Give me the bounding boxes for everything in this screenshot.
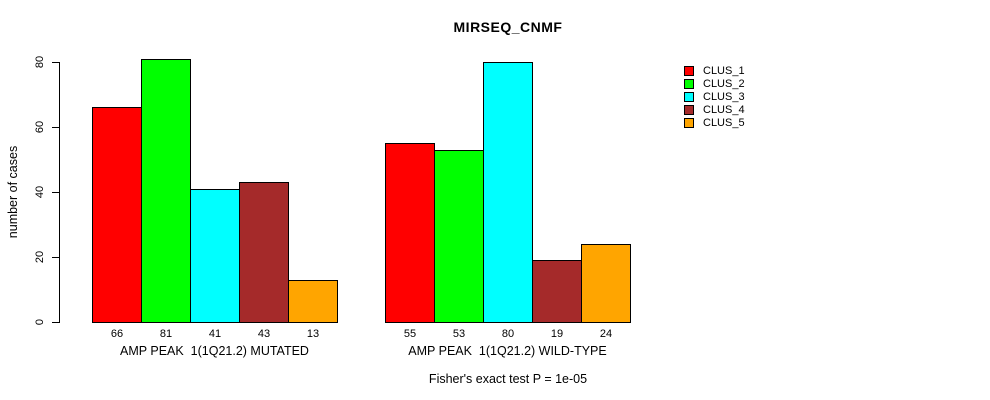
bar bbox=[190, 189, 240, 323]
bar bbox=[483, 62, 533, 323]
legend-swatch bbox=[684, 79, 694, 89]
bar bbox=[385, 143, 435, 323]
bar bbox=[532, 260, 582, 323]
bar bbox=[288, 280, 338, 323]
y-axis-title: number of cases bbox=[6, 145, 20, 239]
legend-label: CLUS_2 bbox=[703, 78, 745, 90]
y-tick bbox=[52, 62, 59, 63]
bar-value-label: 24 bbox=[599, 328, 613, 340]
group-label: AMP PEAK 1(1Q21.2) WILD-TYPE bbox=[408, 344, 607, 358]
bar-value-label: 53 bbox=[452, 328, 466, 340]
legend-label: CLUS_3 bbox=[703, 91, 745, 103]
legend-label: CLUS_1 bbox=[703, 65, 745, 77]
legend-swatch bbox=[684, 118, 694, 128]
annotation-text: Fisher's exact test P = 1e-05 bbox=[428, 372, 588, 386]
chart-title: MIRSEQ_CNMF bbox=[453, 19, 563, 35]
y-tick-label: 20 bbox=[34, 250, 46, 264]
bar bbox=[434, 150, 484, 323]
bar bbox=[239, 182, 289, 323]
bar-value-label: 81 bbox=[159, 328, 173, 340]
group-label: AMP PEAK 1(1Q21.2) MUTATED bbox=[120, 344, 309, 358]
y-axis-line bbox=[59, 62, 60, 323]
bar bbox=[581, 244, 631, 323]
bar-value-label: 13 bbox=[306, 328, 320, 340]
bar bbox=[141, 59, 191, 323]
y-tick-label: 40 bbox=[34, 185, 46, 199]
bar-value-label: 43 bbox=[257, 328, 271, 340]
bar bbox=[92, 107, 142, 323]
bar-value-label: 41 bbox=[208, 328, 222, 340]
bar-value-label: 19 bbox=[550, 328, 564, 340]
y-tick bbox=[52, 192, 59, 193]
bar-value-label: 55 bbox=[403, 328, 417, 340]
legend-label: CLUS_5 bbox=[703, 117, 745, 129]
legend-swatch bbox=[684, 92, 694, 102]
y-tick-label: 0 bbox=[34, 318, 46, 326]
y-tick bbox=[52, 257, 59, 258]
y-tick-label: 80 bbox=[34, 55, 46, 69]
legend-swatch bbox=[684, 66, 694, 76]
y-tick-label: 60 bbox=[34, 120, 46, 134]
bar-value-label: 66 bbox=[110, 328, 124, 340]
legend-swatch bbox=[684, 105, 694, 115]
legend-label: CLUS_4 bbox=[703, 104, 745, 116]
bar-value-label: 80 bbox=[501, 328, 515, 340]
y-tick bbox=[52, 322, 59, 323]
y-tick bbox=[52, 127, 59, 128]
